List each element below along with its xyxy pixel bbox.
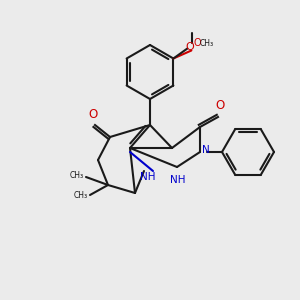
- Text: O: O: [215, 99, 225, 112]
- Text: CH₃: CH₃: [70, 172, 84, 181]
- Text: N: N: [202, 145, 210, 155]
- Text: O: O: [194, 38, 201, 47]
- Text: NH: NH: [140, 172, 156, 182]
- Text: NH: NH: [170, 175, 186, 185]
- Text: CH₃: CH₃: [74, 190, 88, 200]
- Text: O: O: [185, 41, 194, 52]
- Text: O: O: [88, 108, 98, 121]
- Text: CH₃: CH₃: [200, 38, 214, 47]
